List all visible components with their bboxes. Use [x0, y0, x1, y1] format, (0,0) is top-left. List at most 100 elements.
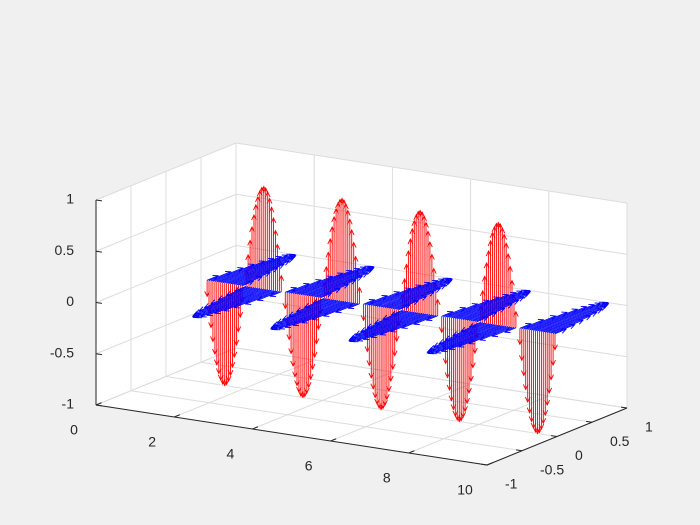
vector-arrowhead: [278, 274, 285, 281]
magnetic-field-vector: [367, 291, 400, 306]
magnetic-field-vector: [445, 322, 487, 341]
vector-arrowhead: [278, 263, 285, 269]
vector-arrowhead: [264, 271, 272, 277]
vector-arrowhead: [231, 351, 238, 359]
vector-arrowhead: [470, 362, 476, 369]
vector-arrowhead: [290, 287, 298, 293]
vector-arrowhead: [513, 310, 519, 317]
magnetic-field-vector: [351, 311, 415, 338]
vector-arrowhead: [404, 304, 411, 310]
vector-arrowhead: [497, 223, 504, 230]
vector-arrowhead: [271, 267, 279, 273]
vector-arrowhead: [335, 307, 342, 313]
y-tick-mark: [585, 420, 593, 423]
magnetic-field-vector: [226, 254, 296, 284]
magnetic-field-vector: [414, 314, 436, 325]
vector-arrowhead: [479, 335, 486, 341]
magnetic-field-vector: [208, 271, 231, 282]
magnetic-field-vector: [476, 316, 488, 323]
magnetic-field-vector: [461, 290, 531, 320]
magnetic-field-vector: [355, 311, 413, 336]
vector-arrowhead: [362, 334, 370, 341]
magnetic-field-vector: [316, 283, 349, 298]
vector-arrowhead: [584, 315, 592, 321]
vector-arrowhead: [353, 267, 361, 274]
series-magnetic-field-vectors: [191, 253, 610, 355]
magnetic-field-vector: [369, 287, 411, 306]
vector-arrowhead: [341, 199, 347, 206]
magnetic-field-vector: [531, 304, 595, 331]
magnetic-field-vector: [365, 295, 388, 306]
vector-arrowhead: [275, 255, 283, 262]
magnetic-field-vector: [464, 294, 528, 321]
vector-arrowhead: [348, 228, 355, 236]
magnetic-field-vector: [348, 312, 419, 342]
magnetic-field-vector: [226, 286, 249, 296]
magnetic-field-vector: [521, 319, 544, 330]
vector-arrowhead: [505, 252, 511, 260]
magnetic-field-vector: [441, 311, 453, 317]
magnetic-field-vector: [529, 306, 587, 331]
vector-arrowhead: [225, 290, 233, 297]
vector-arrowhead: [325, 292, 333, 298]
magnetic-field-vector: [192, 288, 262, 318]
vector-arrowhead: [382, 399, 388, 407]
vector-arrowhead: [591, 311, 598, 317]
magnetic-field-vector: [519, 323, 531, 329]
magnetic-field-vector: [193, 288, 264, 318]
vector-arrowhead: [373, 319, 381, 325]
z-gridline-left: [95, 142, 237, 201]
magnetic-field-vector: [234, 290, 276, 309]
magnetic-field-vector: [282, 299, 333, 321]
y-tick-mark: [515, 449, 523, 452]
vector-arrowhead: [356, 286, 363, 293]
magnetic-field-vector: [460, 322, 483, 332]
magnetic-field-vector: [257, 290, 280, 301]
vector-arrowhead: [434, 348, 442, 354]
magnetic-field-vector: [270, 300, 341, 330]
x-tick-mark: [486, 462, 493, 466]
vector-arrowhead: [273, 324, 281, 331]
x-tick-label: 0: [70, 422, 78, 438]
vector-arrowhead: [503, 242, 510, 249]
vector-arrowhead: [365, 269, 373, 275]
magnetic-field-vector: [218, 286, 251, 301]
magnetic-field-vector: [554, 328, 567, 335]
magnetic-field-vector: [196, 288, 266, 318]
tick-labels: 0 2 4 6 8 10 -1 -0.5 0 0.5 1 -1 -0.5 0 0.5 1: [50, 191, 653, 498]
magnetic-field-vector: [472, 307, 505, 322]
magnetic-field-vector: [212, 263, 255, 282]
vector-arrowhead: [295, 307, 303, 313]
vector-arrowhead: [233, 303, 240, 309]
magnetic-field-vector: [300, 266, 371, 296]
vector-arrowhead: [213, 308, 221, 315]
vector-arrowhead: [462, 406, 468, 413]
magnetic-field-vector: [274, 300, 345, 330]
magnetic-field-vector: [550, 319, 584, 334]
magnetic-field-vector: [453, 292, 516, 319]
magnetic-field-vector: [302, 266, 374, 296]
magnetic-field-vector: [271, 299, 339, 328]
magnetic-field-vector: [296, 268, 360, 295]
vector-arrowhead: [244, 299, 252, 305]
magnetic-field-vector: [459, 290, 530, 320]
magnetic-field-vector: [292, 301, 350, 326]
vector-arrowhead: [256, 275, 263, 282]
magnetic-field-vector: [427, 323, 495, 352]
magnetic-field-vector: [349, 312, 421, 342]
z-tick-label: -1: [62, 396, 75, 412]
vector-arrowhead: [233, 339, 240, 347]
vector-arrowhead: [569, 323, 576, 330]
magnetic-field-vector: [378, 278, 449, 308]
magnetic-field-vector: [349, 311, 417, 340]
vector-arrowhead: [301, 318, 308, 324]
vector-arrowhead: [223, 306, 230, 312]
vector-arrowhead: [381, 314, 389, 321]
vector-arrowhead: [499, 227, 506, 234]
magnetic-field-vector: [294, 270, 352, 295]
vector-arrowhead: [303, 387, 310, 395]
vector-arrowhead: [577, 319, 584, 325]
vector-arrowhead: [343, 203, 349, 210]
magnetic-field-vector: [391, 309, 403, 316]
